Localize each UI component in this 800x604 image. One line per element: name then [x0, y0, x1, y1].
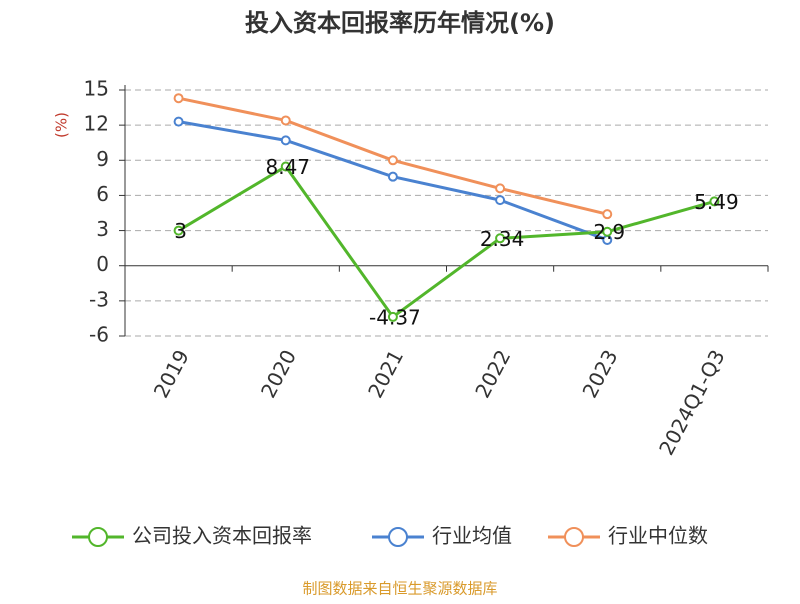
data-point	[173, 116, 184, 127]
data-point	[280, 161, 291, 172]
legend-marker	[388, 527, 408, 547]
y-tick-label: 0	[96, 252, 109, 276]
y-tick-label: 6	[96, 182, 109, 206]
data-label: 2.9	[593, 220, 625, 244]
y-tick-label: -3	[89, 287, 109, 311]
data-point	[387, 171, 398, 182]
series-line	[177, 164, 715, 320]
x-tick-label: 2023	[577, 346, 622, 402]
data-point	[173, 93, 184, 104]
chart-title: 投入资本回报率历年情况(%)	[245, 9, 555, 37]
x-tick-label: 2021	[363, 346, 408, 402]
legend-marker	[564, 527, 584, 547]
data-point	[280, 135, 291, 146]
y-tick-label: -6	[89, 323, 109, 347]
y-tick-label: 12	[84, 112, 109, 136]
legend-label: 公司投入资本回报率	[132, 524, 312, 548]
data-point	[387, 155, 398, 166]
data-point	[173, 225, 184, 236]
data-label: 2.34	[480, 227, 525, 251]
data-point	[387, 311, 398, 322]
data-point	[602, 226, 613, 237]
data-point	[280, 115, 291, 126]
y-tick-label: 3	[96, 217, 109, 241]
legend-marker	[88, 527, 108, 547]
data-label: 5.49	[694, 190, 739, 214]
data-point	[495, 183, 506, 194]
x-tick-label: 2019	[149, 346, 194, 402]
y-axis-label: (%)	[53, 112, 71, 138]
data-label: 3	[174, 219, 187, 243]
x-tick-label: 2024Q1-Q3	[654, 346, 730, 459]
y-tick-label: 9	[96, 147, 109, 171]
footer: 制图数据来自恒生聚源数据库	[302, 580, 497, 598]
y-tick-label: 15	[84, 77, 109, 101]
legend-label: 行业均值	[432, 524, 512, 548]
data-point	[495, 233, 506, 244]
x-tick-label: 2020	[256, 346, 301, 402]
data-label: -4.37	[369, 305, 421, 329]
x-tick-label: 2022	[470, 346, 515, 402]
data-point	[602, 209, 613, 220]
data-point	[495, 195, 506, 206]
data-point	[709, 196, 720, 207]
data-label: 8.47	[265, 155, 310, 179]
legend-label: 行业中位数	[608, 524, 708, 548]
